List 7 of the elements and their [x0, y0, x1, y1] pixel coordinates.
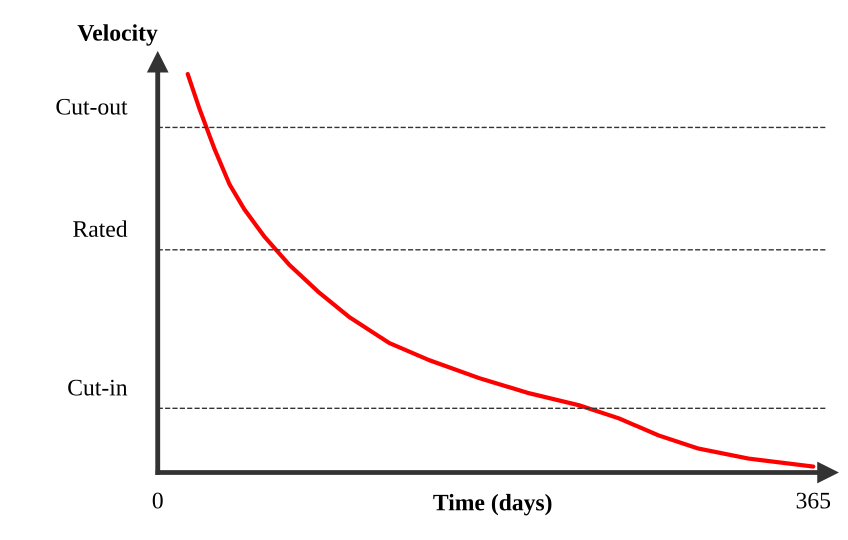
ref-line-label: Rated — [73, 220, 128, 238]
x-tick-label: 0 — [152, 492, 163, 509]
ref-line-label: Cut-in — [68, 380, 128, 396]
y-axis-title: Velocity — [78, 24, 158, 46]
ref-line-label: Cut-out — [56, 98, 128, 115]
x-tick-label: 365 — [796, 492, 830, 509]
x-axis-title: Time (days) — [433, 494, 552, 516]
